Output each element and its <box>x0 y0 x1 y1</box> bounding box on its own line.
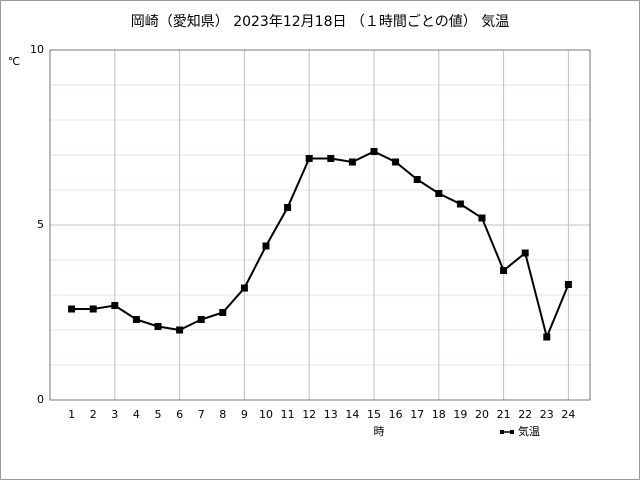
x-tick-label: 16 <box>389 408 403 421</box>
point <box>284 204 292 211</box>
x-tick-label: 20 <box>475 408 489 421</box>
point <box>521 249 529 257</box>
x-tick-label: 19 <box>453 408 467 421</box>
point <box>456 200 464 208</box>
series-line <box>71 150 570 341</box>
point <box>392 158 400 166</box>
point <box>240 284 248 292</box>
x-tick-label: 12 <box>302 408 316 421</box>
point <box>89 305 97 313</box>
x-tick-label: 6 <box>176 408 183 421</box>
y-tick-label: 0 <box>37 393 44 406</box>
point <box>564 281 572 288</box>
x-tick-label: 4 <box>133 408 140 421</box>
x-tick-label: 15 <box>367 408 381 421</box>
point <box>370 148 378 155</box>
point <box>500 267 508 274</box>
x-tick-label: 17 <box>410 408 424 421</box>
x-tick-label: 2 <box>90 408 97 421</box>
plot-border <box>49 49 591 401</box>
x-tick-label: 21 <box>497 408 511 421</box>
x-tick-label: 14 <box>345 408 359 421</box>
chart-title: 岡崎（愛知県） 2023年12月18日 （１時間ごとの値） 気温 <box>131 13 509 30</box>
legend-marker <box>510 430 514 434</box>
x-tick-label: 23 <box>540 408 554 421</box>
point <box>176 326 184 334</box>
x-tick-label: 22 <box>518 408 532 421</box>
point <box>327 155 335 162</box>
point <box>543 333 551 341</box>
y-tick-label: 5 <box>37 218 44 231</box>
x-tick-label: 7 <box>198 408 205 421</box>
legend-label: 気温 <box>518 424 540 438</box>
x-tick-label: 10 <box>259 408 273 421</box>
point <box>154 323 162 330</box>
x-tick-label: 3 <box>111 408 118 421</box>
point <box>478 214 486 222</box>
point <box>348 158 356 166</box>
x-tick-label: 1 <box>68 408 75 421</box>
x-tick-label: 13 <box>324 408 338 421</box>
point <box>197 316 205 323</box>
x-tick-label: 5 <box>155 408 162 421</box>
x-axis-label: 時 <box>374 425 385 438</box>
point <box>413 176 421 183</box>
x-tick-label: 11 <box>281 408 295 421</box>
point <box>68 305 76 313</box>
y-tick-label: 10 <box>30 43 44 56</box>
x-tick-label: 24 <box>561 408 575 421</box>
point <box>219 309 227 316</box>
point <box>132 316 140 323</box>
legend-marker <box>500 430 504 434</box>
x-tick-label: 9 <box>241 408 248 421</box>
x-tick-label: 18 <box>432 408 446 421</box>
point <box>262 242 270 250</box>
point <box>305 155 313 162</box>
point <box>111 302 119 309</box>
y-axis-label: ℃ <box>8 55 20 68</box>
point <box>435 190 443 197</box>
x-tick-label: 8 <box>219 408 226 421</box>
